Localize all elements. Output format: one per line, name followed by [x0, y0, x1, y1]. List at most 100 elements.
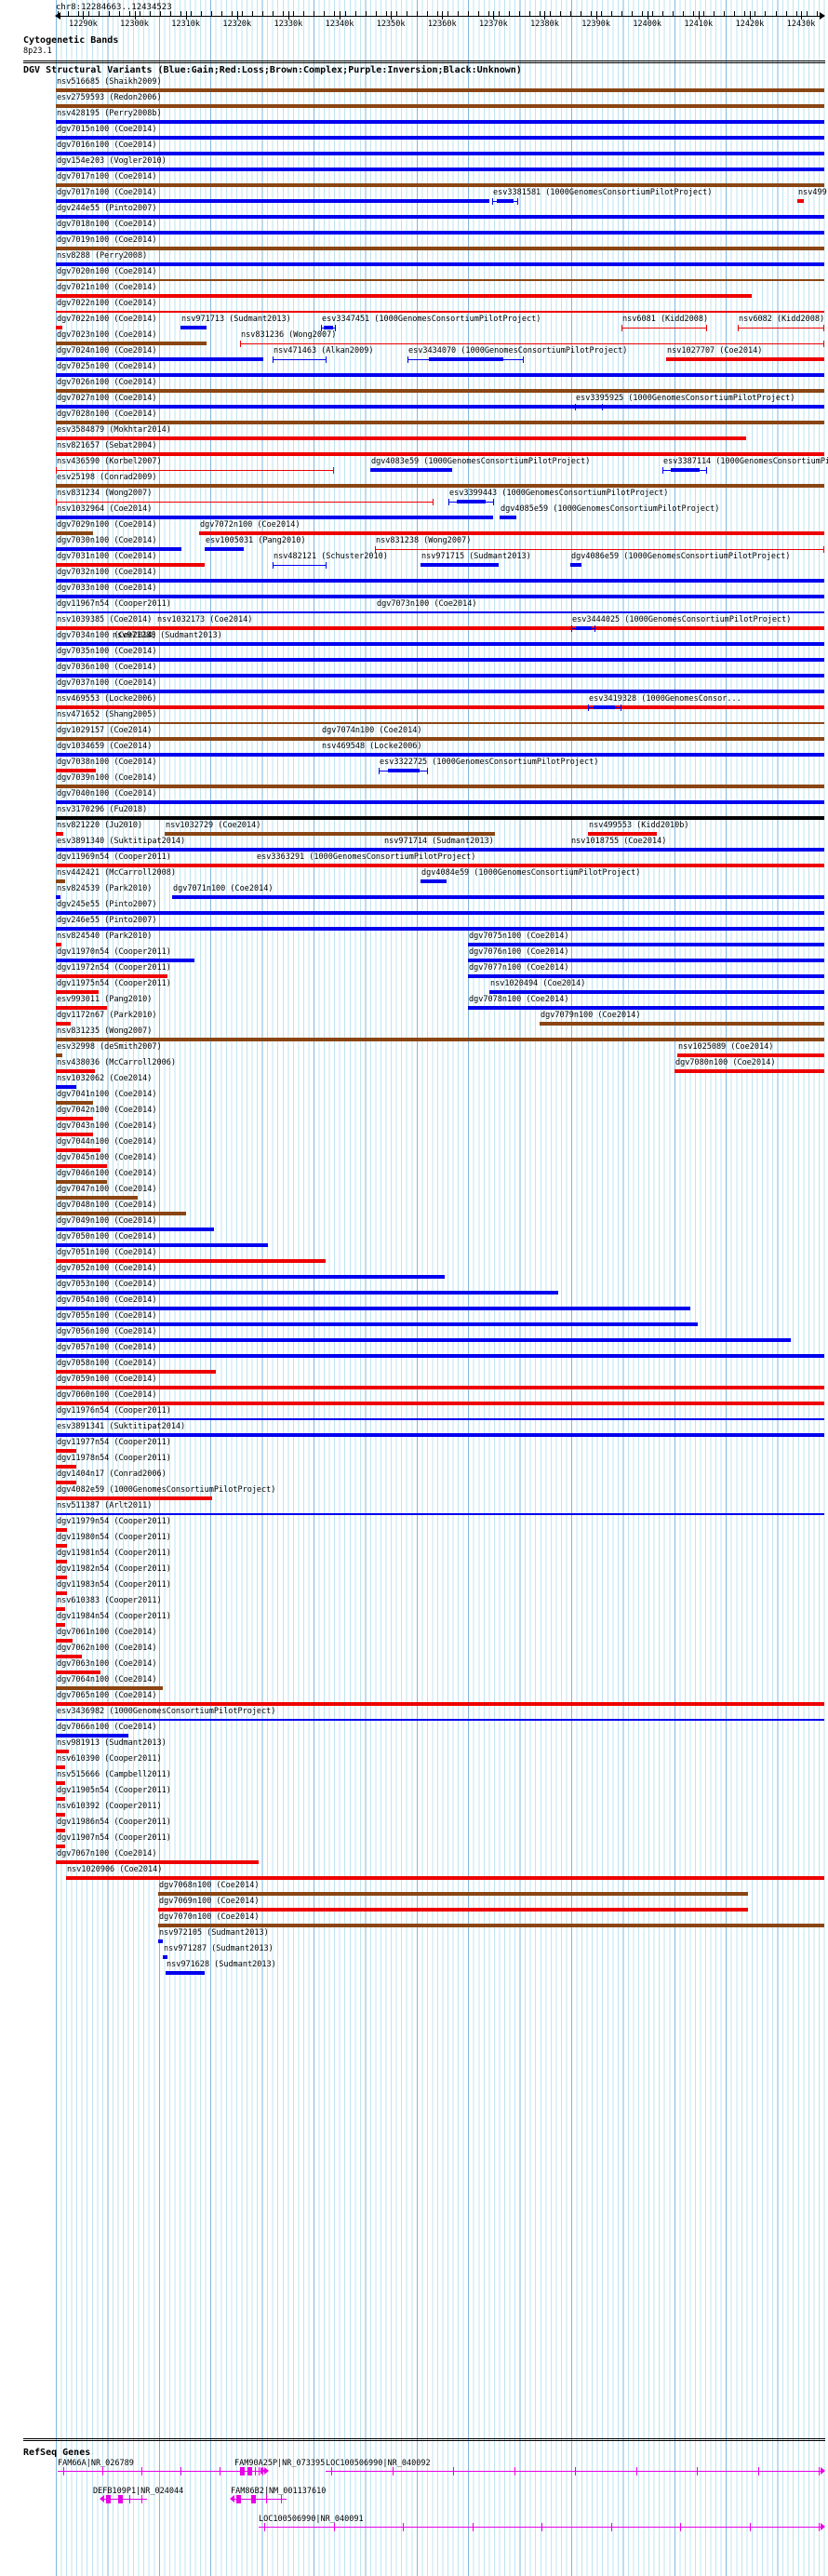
dgv-variant-label[interactable]: dgv11986n54 (Cooper2011)	[57, 1818, 171, 1827]
dgv-variant-feature[interactable]	[56, 1481, 76, 1484]
dgv-variant-label[interactable]: dgv7054n100 (Coe2014)	[57, 1295, 157, 1305]
refseq-gene-label[interactable]: LOC100506990|NR_040092	[326, 2459, 431, 2468]
refseq-gene-label[interactable]: FAM86B2|NM_001137610	[231, 2487, 327, 2496]
dgv-variant-feature[interactable]	[56, 436, 746, 440]
dgv-variant-label[interactable]: dgv11976n54 (Cooper2011)	[57, 1406, 171, 1415]
dgv-variant-label[interactable]: nsv821657 (Sebat2004)	[57, 441, 157, 450]
dgv-variant-label[interactable]: dgv4082e59 (1000GenomesConsortiumPilotPr…	[57, 1485, 276, 1495]
refseq-gene-label[interactable]: LOC100506990|NR_040091	[259, 2515, 364, 2524]
dgv-variant-label[interactable]: dgv11982n54 (Cooper2011)	[57, 1564, 171, 1574]
dgv-variant-feature[interactable]	[56, 1513, 824, 1515]
dgv-variant-label[interactable]: nsv1032173 (Coe2014)	[157, 615, 253, 624]
dgv-variant-label[interactable]: dgv4083e59 (1000GenomesConsortiumPilotPr…	[371, 457, 591, 466]
dgv-variant-label[interactable]: dgv245e55 (Pinto2007)	[57, 900, 157, 909]
dgv-variant-feature[interactable]	[56, 990, 99, 994]
dgv-variant-label[interactable]: nsv1032729 (Coe2014)	[166, 821, 261, 830]
dgv-variant-label[interactable]: dgv7039n100 (Coe2014)	[57, 773, 157, 783]
dgv-variant-label[interactable]: dgv7037n100 (Coe2014)	[57, 678, 157, 688]
dgv-variant-label[interactable]: dgv7058n100 (Coe2014)	[57, 1359, 157, 1368]
dgv-variant-label[interactable]: esv32998 (deSmith2007)	[57, 1042, 162, 1052]
dgv-variant-label[interactable]: dgv7036n100 (Coe2014)	[57, 663, 157, 672]
dgv-variant-feature[interactable]	[677, 1053, 824, 1057]
dgv-variant-label[interactable]: dgv7041n100 (Coe2014)	[57, 1090, 157, 1099]
refseq-gene[interactable]: FAM86B2|NM_001137610	[0, 2487, 828, 2503]
dgv-variant-feature[interactable]	[56, 326, 62, 329]
dgv-variant-feature[interactable]	[662, 466, 707, 474]
dgv-variant-feature[interactable]	[468, 974, 824, 978]
dgv-variant-feature[interactable]	[56, 1259, 326, 1263]
dgv-variant-label[interactable]: dgv7074n100 (Coe2014)	[322, 726, 422, 735]
dgv-variant-label[interactable]: nsv1018755 (Coe2014)	[571, 837, 667, 846]
dgv-variant-label[interactable]: nsv1020906 (Coe2014)	[67, 1865, 163, 1874]
dgv-variant-feature[interactable]	[56, 104, 824, 108]
dgv-variant-label[interactable]: dgv7017n100 (Coe2014)	[57, 188, 157, 197]
dgv-variant-label[interactable]: esv3381581 (1000GenomesConsortiumPilotPr…	[493, 188, 713, 197]
dgv-variant-label[interactable]: dgv7068n100 (Coe2014)	[159, 1881, 260, 1890]
dgv-variant-label[interactable]: dgv7021n100 (Coe2014)	[57, 283, 157, 292]
dgv-variant-label[interactable]: dgv11977n54 (Cooper2011)	[57, 1438, 171, 1447]
dgv-variant-feature[interactable]	[570, 563, 581, 567]
dgv-variant-feature[interactable]	[500, 516, 516, 519]
dgv-variant-label[interactable]: dgv11979n54 (Cooper2011)	[57, 1517, 171, 1526]
dgv-variant-feature[interactable]	[56, 753, 824, 757]
dgv-variant-label[interactable]: nsv511387 (Arlt2011)	[57, 1501, 153, 1510]
dgv-variant-feature[interactable]	[56, 1449, 76, 1453]
dgv-variant-feature[interactable]	[56, 1560, 67, 1563]
dgv-variant-label[interactable]: esv2759593 (Redon2006)	[57, 93, 162, 102]
dgv-variant-label[interactable]: nsv610383 (Cooper2011)	[57, 1596, 162, 1605]
dgv-variant-label[interactable]: dgv244e55 (Pinto2007)	[57, 204, 157, 213]
dgv-variant-feature[interactable]	[56, 1528, 67, 1532]
dgv-variant-label[interactable]: esv3891341 (Suktitipat2014)	[57, 1422, 186, 1431]
dgv-variant-label[interactable]: dgv7080n100 (Coe2014)	[675, 1058, 776, 1067]
dgv-variant-feature[interactable]	[56, 421, 824, 424]
dgv-variant-label[interactable]: esv3322725 (1000GenomesConsortiumPilotPr…	[380, 758, 599, 767]
dgv-variant-feature[interactable]	[56, 737, 824, 741]
dgv-variant-label[interactable]: nsv469553 (Locke2006)	[57, 694, 157, 704]
dgv-variant-feature[interactable]	[56, 1164, 107, 1168]
dgv-variant-feature[interactable]	[56, 563, 205, 567]
dgv-variant-feature[interactable]	[56, 959, 194, 962]
dgv-variant-label[interactable]: nsv831238 (Wong2007)	[376, 536, 472, 545]
dgv-variant-feature[interactable]	[56, 927, 824, 931]
dgv-variant-label[interactable]: dgv11981n54 (Cooper2011)	[57, 1549, 171, 1558]
dgv-variant-label[interactable]: dgv7048n100 (Coe2014)	[57, 1201, 157, 1210]
dgv-variant-label[interactable]: nsv8288 (Perry2008)	[57, 251, 148, 261]
dgv-variant-label[interactable]: dgv7031n100 (Coe2014)	[57, 552, 157, 561]
dgv-variant-label[interactable]: dgv7077n100 (Coe2014)	[469, 963, 569, 973]
dgv-variant-label[interactable]: dgv11969n54 (Cooper2011)	[57, 852, 171, 862]
dgv-variant-label[interactable]: nsv471652 (Shang2005)	[57, 710, 157, 719]
dgv-variant-label[interactable]: dgv7059n100 (Coe2014)	[57, 1375, 157, 1384]
dgv-variant-feature[interactable]	[56, 1148, 100, 1152]
dgv-variant-label[interactable]: nsv428195 (Perry2008b)	[57, 109, 162, 118]
dgv-variant-feature[interactable]	[205, 547, 244, 551]
dgv-variant-feature[interactable]	[273, 356, 327, 363]
dgv-variant-label[interactable]: dgv7066n100 (Coe2014)	[57, 1723, 157, 1732]
dgv-variant-label[interactable]: dgv7072n100 (Coe2014)	[200, 520, 300, 530]
dgv-variant-feature[interactable]	[674, 1069, 824, 1073]
dgv-variant-label[interactable]: dgv7049n100 (Coe2014)	[57, 1216, 157, 1226]
dgv-variant-feature[interactable]	[379, 767, 428, 774]
dgv-variant-label[interactable]: dgv7067n100 (Coe2014)	[57, 1849, 157, 1858]
dgv-variant-feature[interactable]	[56, 1402, 824, 1405]
dgv-variant-feature[interactable]	[797, 199, 804, 203]
dgv-variant-label[interactable]: nsv971713 (Sudmant2013)	[181, 315, 291, 324]
dgv-variant-feature[interactable]	[56, 1623, 65, 1627]
dgv-variant-label[interactable]: dgv7063n100 (Coe2014)	[57, 1659, 157, 1669]
refseq-gene[interactable]: LOC100506990|NR_040091	[0, 2515, 828, 2531]
dgv-variant-feature[interactable]	[56, 690, 824, 693]
dgv-variant-label[interactable]: esv3363291 (1000GenomesConsortiumPilotPr…	[257, 852, 476, 862]
dgv-variant-feature[interactable]	[56, 262, 824, 266]
refseq-gene-label[interactable]: FAM90A25P|NR_073395	[234, 2459, 326, 2468]
dgv-variant-label[interactable]: dgv7051n100 (Coe2014)	[57, 1248, 157, 1257]
dgv-variant-feature[interactable]	[56, 88, 824, 92]
dgv-variant-label[interactable]: nsv499...	[798, 188, 828, 197]
dgv-variant-label[interactable]: dgv7035n100 (Coe2014)	[57, 647, 157, 656]
dgv-variant-feature[interactable]	[240, 340, 824, 347]
dgv-variant-feature[interactable]	[56, 183, 824, 187]
dgv-variant-feature[interactable]	[56, 1686, 163, 1690]
dgv-variant-feature[interactable]	[56, 1069, 95, 1073]
dgv-variant-feature[interactable]	[56, 373, 824, 377]
dgv-variant-feature[interactable]	[56, 1418, 824, 1420]
dgv-variant-feature[interactable]	[66, 1876, 824, 1880]
dgv-variant-label[interactable]: dgv11972n54 (Cooper2011)	[57, 963, 171, 973]
